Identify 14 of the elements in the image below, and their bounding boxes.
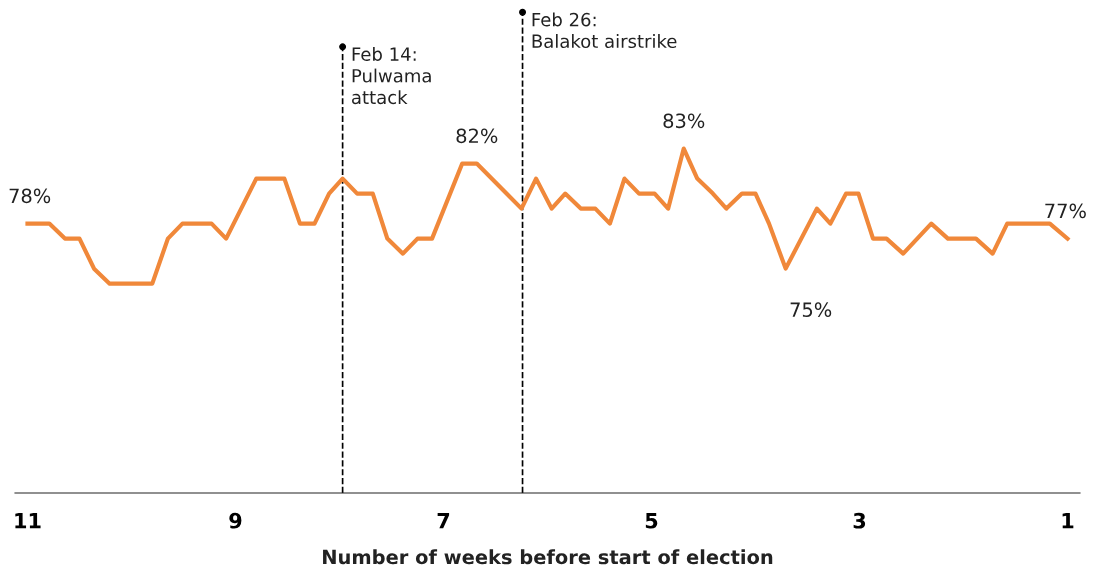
data-label: 75%: [790, 302, 832, 318]
x-tick-label: 7: [437, 513, 450, 529]
x-tick-label: 5: [645, 513, 658, 529]
ref-line-label: Feb 14: Pulwama attack: [352, 46, 431, 105]
x-tick-label: 1: [1062, 513, 1074, 529]
ref-line-label: Feb 26: Balakot airstrike: [532, 12, 677, 49]
data-label: 77%: [1045, 203, 1086, 219]
x-axis-title: Number of weeks before start of election: [323, 549, 773, 565]
data-label: 83%: [663, 113, 705, 129]
data-label: 82%: [456, 128, 498, 144]
x-tick-label: 3: [853, 512, 866, 529]
x-tick-label: 9: [229, 512, 242, 529]
data-label: 78%: [9, 188, 51, 204]
x-tick-label: 11: [15, 513, 41, 529]
